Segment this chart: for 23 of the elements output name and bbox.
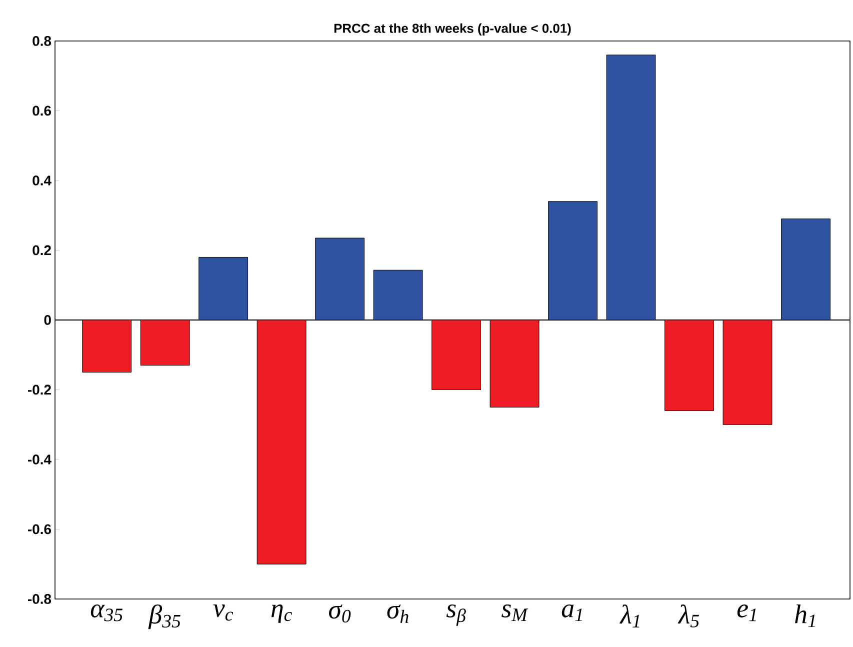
x-tick-label: e$_{1}$ [737,604,756,622]
x-tick-label: a$_{1}$ [562,604,582,622]
y-tick-label: 0.4 [32,176,52,186]
x-tick-label: λ$_{5}$ [678,604,699,628]
x-tick-label: s$_{M}$ [502,604,528,621]
y-tick-label: 0.6 [32,106,51,116]
y-tick-label: -0.6 [28,524,51,534]
x-tick-label: σ$_{h}$ [387,604,408,623]
y-tick-label: 0.8 [32,36,52,46]
y-tick-label: -0.8 [28,594,52,604]
x-tick-label: η$_{c}$ [271,604,292,623]
y-tick-label: -0.2 [28,384,51,395]
x-tick-label: h$_{1}$ [795,604,815,628]
x-tick-label: β$_{35}$ [148,604,180,630]
x-tick-label: σ$_{0}$ [329,604,351,623]
y-tick-label: 0 [44,315,51,325]
x-tick-label: λ$_{1}$ [620,604,640,628]
y-tick-label: -0.4 [28,454,52,464]
x-tick-label: ν$_{c}$ [213,604,234,621]
chart-title: PRCC at the 8th weeks (p-value < 0.01) [334,23,571,36]
x-tick-label: s$_{β}$ [446,604,466,626]
y-tick-label: 0.2 [32,245,51,256]
x-tick-label: α$_{35}$ [90,604,123,622]
